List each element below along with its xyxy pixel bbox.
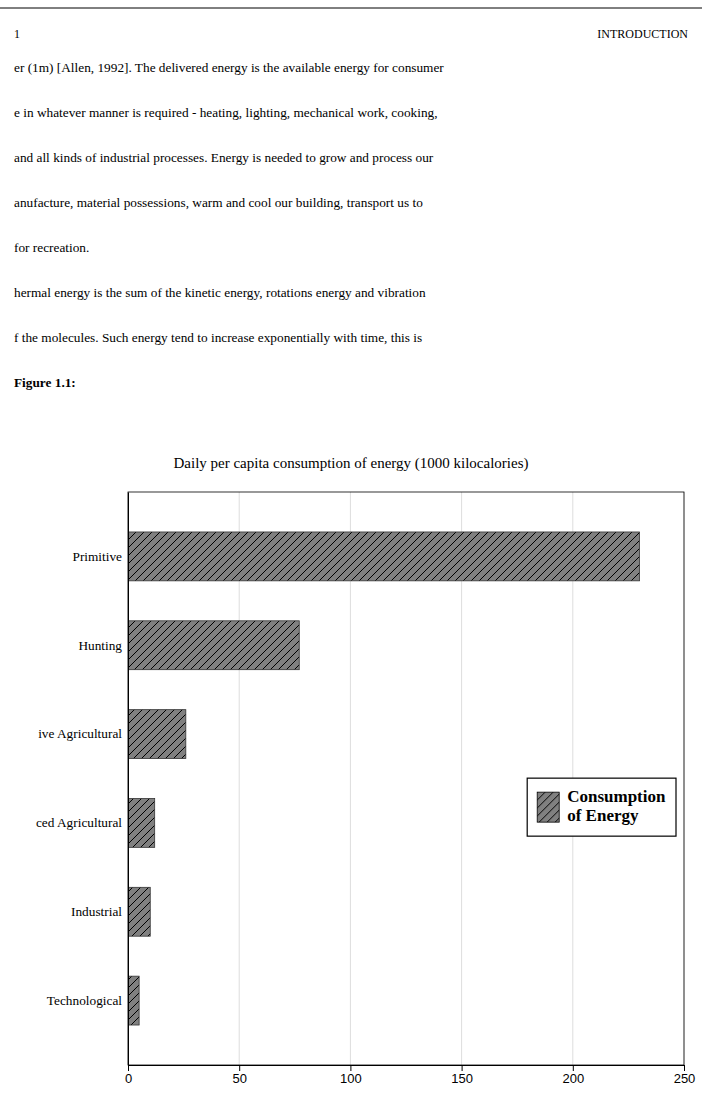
x-tick-mark [350, 1065, 351, 1071]
body-text: and all kinds of industrial processes. E… [14, 150, 434, 165]
y-tick: ced Agricultural [36, 815, 128, 830]
legend-swatch [537, 792, 559, 822]
page-number: 1 [14, 27, 20, 41]
bar [128, 710, 186, 759]
bar [128, 887, 150, 936]
x-tick-label: 250 [674, 1071, 696, 1086]
x-tick-label: 100 [340, 1071, 362, 1086]
x-tick: 0 [125, 1065, 132, 1086]
bar [128, 621, 299, 670]
x-tick-label: 150 [451, 1071, 473, 1086]
y-tick: Hunting [78, 638, 128, 653]
y-tick-label: Primitive [73, 549, 123, 564]
plot-frame [128, 492, 684, 1065]
x-tick-label: 0 [125, 1071, 132, 1086]
y-tick-label: Technological [47, 993, 122, 1008]
x-tick: 100 [340, 1065, 362, 1086]
legend-frame [527, 778, 676, 836]
x-tick: 250 [674, 1065, 696, 1086]
bar [128, 798, 155, 847]
y-tick: Technological [47, 993, 128, 1008]
y-tick: Primitive [73, 549, 129, 564]
bar [128, 976, 139, 1025]
running-head: INTRODUCTION [597, 27, 688, 41]
legend-label: Consumptionof Energy [567, 787, 666, 825]
y-tick: Industrial [71, 904, 128, 919]
x-tick: 200 [562, 1065, 584, 1086]
body-text: anufacture, material possessions, warm a… [14, 195, 423, 210]
y-tick-label: ced Agricultural [36, 815, 122, 830]
x-axis-line [129, 1066, 685, 1072]
x-tick-mark [462, 1065, 463, 1071]
bar [128, 532, 640, 581]
chart-title: Daily per capita consumption of energy (… [173, 455, 528, 472]
x-axis: 0 50 100 150 200 250 [125, 1065, 695, 1086]
body-text: er (1m) [Allen, 1992]. The delivered ene… [14, 60, 444, 75]
y-axis-line [128, 493, 129, 1066]
body-text: Figure 1.1: [14, 375, 76, 390]
legend-label-line: Consumption [567, 787, 666, 806]
x-tick-label: 50 [232, 1071, 246, 1086]
y-tick-label: Hunting [78, 638, 122, 653]
x-tick-mark [573, 1065, 574, 1071]
x-tick-label: 200 [562, 1071, 584, 1086]
page: 1 INTRODUCTION er (1m) [Allen, 1992]. The … [0, 0, 702, 1111]
legend: Consumptionof Energy [527, 778, 676, 836]
x-tick-mark [239, 1065, 240, 1071]
x-tick: 150 [451, 1065, 473, 1086]
body-text: f the molecules. Such energy tend to inc… [14, 330, 422, 345]
y-tick-label: Industrial [71, 904, 122, 919]
x-tick-mark [684, 1065, 685, 1071]
body-text: e in whatever manner is required - heati… [14, 105, 438, 120]
header-rule [0, 8, 702, 9]
y-tick: ive Agricultural [38, 726, 128, 741]
x-tick: 50 [232, 1065, 246, 1086]
y-tick-label: ive Agricultural [38, 726, 122, 741]
x-tick-mark [128, 1065, 129, 1071]
grid [128, 492, 684, 1065]
y-axis: Primitive Hunting ive Agricultural ced Agri… [36, 493, 129, 1066]
body-text: hermal energy is the sum of the kinetic … [14, 285, 426, 300]
legend-label-line: of Energy [567, 806, 639, 825]
plot: 0 50 100 150 200 250 Primitive Hunting ive Agric… [36, 492, 695, 1086]
body-text: for recreation. [14, 240, 89, 255]
